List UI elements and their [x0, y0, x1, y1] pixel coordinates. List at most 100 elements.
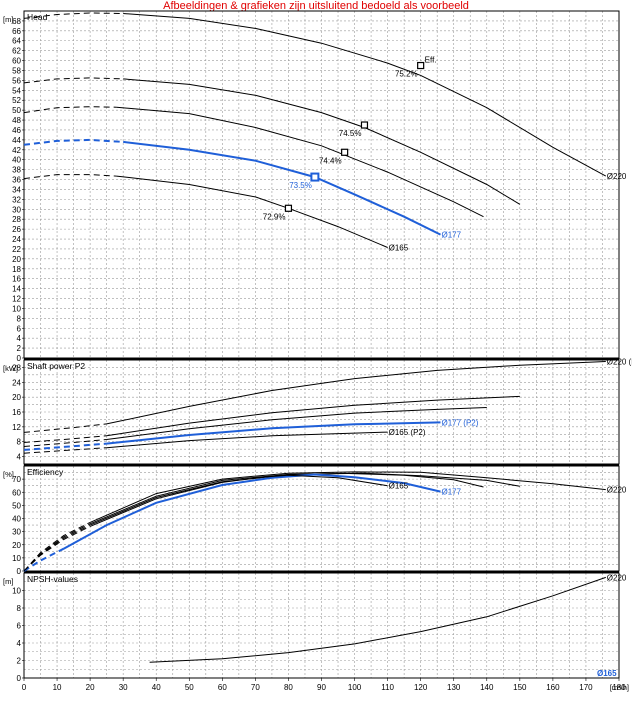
curve-power-2 — [106, 407, 487, 440]
y-tick-label: 10 — [12, 554, 21, 563]
curve-dashed-head-3 — [23, 138, 124, 146]
y-tick-label: 6 — [17, 622, 22, 631]
page-title: Afbeeldingen & grafieken zijn uitsluiten… — [163, 0, 469, 12]
curve-label: Ø165 — [389, 482, 409, 491]
x-tick-label: 160 — [546, 683, 560, 692]
x-tick-label: 90 — [317, 683, 326, 692]
curve-label: Ø165 — [389, 243, 409, 252]
y-tick-label: 20 — [12, 541, 21, 550]
curve-head-0 — [123, 13, 607, 177]
y-tick-label: 10 — [12, 304, 21, 313]
marker-label: 73.5% — [289, 181, 312, 190]
x-tick-label: 120 — [414, 683, 428, 692]
efficiency-marker — [310, 172, 320, 182]
y-tick-label: 46 — [12, 126, 21, 135]
curve-label: Ø177 (P2) — [442, 418, 479, 427]
y-tick-label: 28 — [12, 215, 21, 224]
curve-dashed-head-1 — [23, 77, 124, 84]
marker-label: 74.5% — [339, 129, 362, 138]
efficiency-marker — [417, 61, 425, 70]
y-tick-label: 50 — [12, 106, 21, 115]
y-tick-label: 42 — [12, 146, 21, 155]
y-tick-label: 24 — [12, 378, 21, 387]
curve-power-1 — [106, 395, 520, 437]
y-tick-label: 56 — [12, 76, 21, 85]
curve-label: Ø220 (P2) — [607, 357, 632, 366]
curve-label: Ø177 — [442, 488, 462, 497]
panel-title-npsh: NPSH-values — [27, 574, 78, 584]
x-tick-label: 170 — [579, 683, 593, 692]
x-tick-label: 130 — [447, 683, 461, 692]
marker-label: 74.4% — [319, 156, 342, 165]
x-tick-label: 70 — [251, 683, 260, 692]
y-tick-label: 8 — [17, 314, 22, 323]
tick-labels: 0246810121416182022242628303234363840424… — [3, 12, 629, 692]
y-tick-label: 16 — [12, 408, 21, 417]
curve-npsh-0 — [149, 576, 606, 663]
curve-layer — [23, 12, 607, 663]
y-tick-label: 4 — [17, 639, 22, 648]
y-tick-label: 14 — [12, 285, 21, 294]
y-tick-label: 32 — [12, 195, 21, 204]
x-tick-label: 20 — [86, 683, 95, 692]
curve-head-1 — [123, 78, 521, 205]
y-tick-label: 54 — [12, 86, 21, 95]
curve-power-3 — [106, 421, 441, 445]
y-tick-label: 12 — [12, 295, 21, 304]
y-tick-label: 8 — [17, 604, 22, 613]
curve-dashed-efficiency-3 — [23, 547, 65, 572]
y-tick-label: 28 — [12, 363, 21, 372]
y-tick-label: 4 — [17, 453, 22, 462]
marker-layer — [284, 61, 425, 212]
y-tick-label: 22 — [12, 245, 21, 254]
curve-dashed-head-2 — [23, 106, 117, 114]
y-tick-label: 20 — [12, 255, 21, 264]
curve-head-2 — [116, 106, 484, 218]
x-unit-label: [m³/h] — [610, 683, 629, 692]
curve-dashed-efficiency-4 — [23, 525, 91, 572]
y-tick-label: 26 — [12, 225, 21, 234]
curve-label: Ø177 — [442, 231, 462, 240]
marker-label: 75.2% — [395, 70, 418, 79]
y-unit-label: [m] — [3, 577, 13, 586]
x-tick-label: 140 — [480, 683, 494, 692]
y-tick-label: 40 — [12, 156, 21, 165]
curve-efficiency-4 — [89, 474, 388, 527]
curve-power-4 — [106, 431, 388, 449]
panel-title-power: Shaft power P2 — [27, 361, 85, 371]
x-tick-label: 110 — [381, 683, 394, 692]
curve-dashed-head-0 — [23, 12, 124, 19]
efficiency-marker — [284, 204, 293, 212]
x-tick-label: 180 — [612, 683, 626, 692]
y-tick-label: 30 — [12, 205, 21, 214]
y-tick-label: 0 — [17, 674, 22, 683]
x-tick-label: 40 — [152, 683, 161, 692]
curve-dashed-power-3 — [23, 442, 107, 451]
y-tick-label: 70 — [12, 475, 21, 484]
y-tick-label: 36 — [12, 176, 21, 185]
x-tick-label: 50 — [185, 683, 194, 692]
marker-label: 72.9% — [263, 212, 286, 221]
curve-efficiency-3 — [63, 473, 441, 550]
y-tick-label: 10 — [12, 587, 21, 596]
y-tick-label: 48 — [12, 116, 21, 125]
curve-label: Ø165 (P2) — [389, 428, 426, 437]
curve-head-4 — [116, 175, 388, 248]
y-tick-label: 8 — [17, 438, 22, 447]
y-unit-label: [%] — [3, 470, 14, 479]
curve-power-0 — [106, 361, 606, 425]
curve-dashed-power-4 — [23, 447, 107, 454]
curve-label: Ø220 — [607, 172, 627, 181]
efficiency-marker — [341, 148, 349, 156]
y-tick-label: 44 — [12, 136, 21, 145]
y-tick-label: 20 — [12, 393, 21, 402]
curve-dashed-power-2 — [23, 439, 107, 447]
y-tick-label: 62 — [12, 47, 21, 56]
y-tick-label: 50 — [12, 501, 21, 510]
eff-annotation: Eff. — [425, 56, 437, 65]
y-tick-label: 24 — [12, 235, 21, 244]
y-tick-label: 58 — [12, 66, 21, 75]
y-tick-label: 60 — [12, 57, 21, 66]
y-tick-label: 18 — [12, 265, 21, 274]
